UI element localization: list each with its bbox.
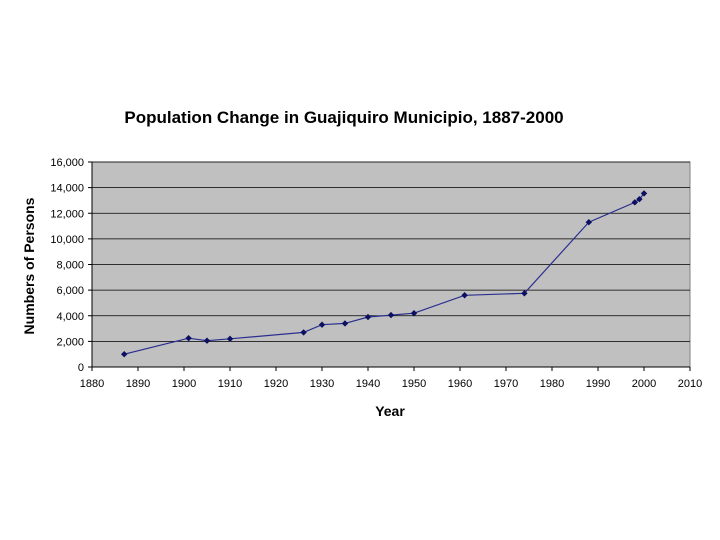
chart-title: Population Change in Guajiquiro Municipi… (124, 108, 563, 127)
x-tick-label: 2010 (678, 378, 702, 390)
data-point-marker (318, 321, 326, 328)
y-tick-label: 10,000 (50, 234, 84, 246)
data-point-marker (185, 334, 192, 342)
data-point-marker (226, 335, 234, 343)
data-point-marker (121, 350, 128, 358)
x-tick-label: 1940 (356, 378, 380, 390)
y-tick-label: 4,000 (56, 311, 84, 323)
x-tick-label: 1880 (80, 378, 104, 390)
y-axis-ticks: 0 2,000 4,000 6,000 8,000 10,000 12,000 14,000 1… (50, 157, 84, 374)
data-point-marker (387, 311, 395, 319)
x-tick-label: 1980 (540, 378, 564, 390)
y-tick-label: 0 (78, 362, 84, 374)
x-axis-label: Year (375, 403, 405, 419)
x-tick-label: 1930 (310, 378, 334, 390)
x-tick-label: 2000 (632, 378, 656, 390)
x-axis-ticks: 1880 1890 1900 1910 1920 1930 1940 1950 1960 1970… (80, 378, 702, 390)
data-point-marker (341, 320, 349, 327)
data-point-marker (585, 219, 592, 226)
y-tick-label: 14,000 (50, 183, 84, 195)
y-tick-label: 2,000 (56, 336, 84, 348)
x-tick-label: 1910 (218, 378, 242, 390)
y-tick-label: 8,000 (56, 260, 84, 272)
data-point-marker (300, 329, 307, 336)
y-tick-label: 16,000 (50, 157, 84, 169)
x-tick-label: 1920 (264, 378, 288, 390)
x-tick-label: 1890 (126, 378, 150, 390)
data-point-marker (636, 195, 643, 203)
x-tick-label: 1950 (402, 378, 426, 390)
y-tick-label: 12,000 (50, 208, 84, 220)
data-point-marker (461, 292, 468, 299)
grid-lines (92, 161, 690, 342)
data-point-marker (364, 313, 372, 321)
x-tick-label: 1970 (494, 378, 518, 390)
x-tick-label: 1900 (172, 378, 196, 390)
y-tick-label: 6,000 (56, 285, 84, 297)
axes (88, 161, 691, 371)
y-axis-label: Numbers of Persons (21, 197, 37, 334)
data-point-marker (631, 199, 638, 206)
x-tick-label: 1960 (448, 378, 472, 390)
series-line (124, 193, 645, 355)
data-point-marker (410, 309, 418, 317)
data-point-marker (203, 337, 211, 344)
x-tick-label: 1990 (586, 378, 610, 390)
data-point-marker (640, 190, 648, 197)
series (121, 190, 648, 358)
data-point-marker (521, 290, 528, 297)
